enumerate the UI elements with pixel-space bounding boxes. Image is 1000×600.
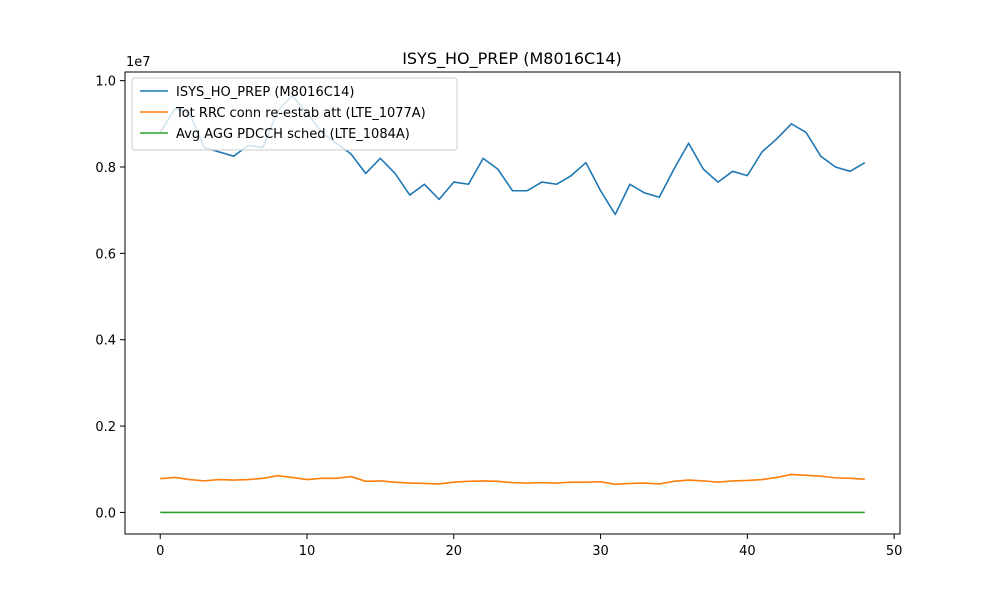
x-tick-label: 50: [886, 544, 903, 559]
y-tick-label: 1.0: [95, 75, 116, 90]
y-tick-label: 0.8: [95, 161, 116, 176]
x-tick-label: 0: [156, 544, 164, 559]
legend-label-3: Avg AGG PDCCH sched (LTE_1084A): [176, 127, 410, 142]
x-tick-label: 20: [446, 544, 463, 559]
x-tick-label: 10: [299, 544, 316, 559]
legend-label-1: ISYS_HO_PREP (M8016C14): [176, 85, 354, 100]
y-tick-label: 0.4: [95, 334, 116, 349]
legend: ISYS_HO_PREP (M8016C14) Tot RRC conn re-e…: [131, 77, 458, 151]
x-tick-label: 30: [592, 544, 609, 559]
y-tick-label: 0.6: [95, 247, 116, 262]
axes-layer: 0 10 20 30 40 50 0.0 0.2 0.4 0.6 0.8 1.0: [95, 71, 903, 559]
y-axis-offset-label: 1e7: [126, 55, 151, 70]
y-tick-label: 0.2: [95, 420, 116, 435]
legend-label-2: Tot RRC conn re-estab att (LTE_1077A): [175, 106, 426, 121]
plot-frame: [124, 71, 901, 535]
y-tick-label: 0.0: [95, 506, 116, 521]
series-line-2: [160, 473, 865, 486]
legend-box: [131, 77, 458, 151]
x-tick-label: 40: [739, 544, 756, 559]
chart-title: ISYS_HO_PREP (M8016C14): [402, 49, 622, 69]
